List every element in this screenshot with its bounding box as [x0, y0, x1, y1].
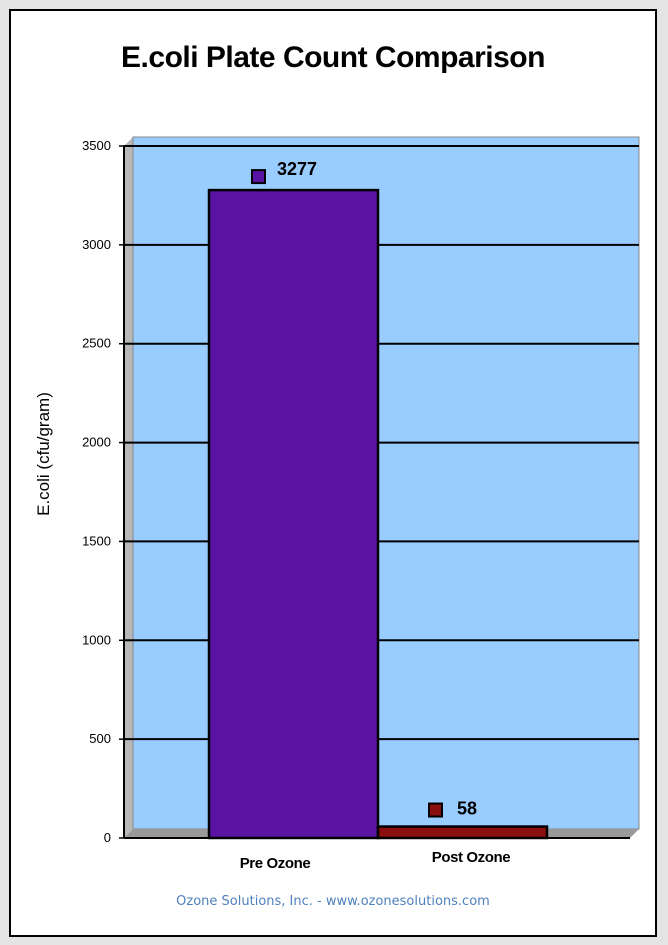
y-tick-label-500: 500	[89, 731, 111, 746]
bar-post-ozone	[376, 825, 549, 840]
x-category-label-1: Post Ozone	[432, 849, 511, 866]
bar-pre-ozone	[207, 188, 380, 840]
x-category-label-0: Pre Ozone	[240, 855, 311, 872]
y-tick-label-3000: 3000	[82, 237, 111, 252]
chart-card: E.coli Plate Count Comparison 0 500 1000 15…	[9, 9, 657, 937]
data-label-1: 58	[457, 799, 477, 819]
y-tick-label-0: 0	[104, 830, 111, 845]
bar-chart: 0 500 1000 1500 2000 2500 3000 3500 3277 58 Pre Oz…	[34, 136, 640, 872]
source-credit: Ozone Solutions, Inc. - www.ozonesolutio…	[176, 894, 490, 909]
y-tick-label-1000: 1000	[82, 632, 111, 647]
chart-title: E.coli Plate Count Comparison	[121, 41, 545, 74]
data-marker-1	[428, 802, 443, 818]
data-label-0: 3277	[277, 159, 317, 179]
y-tick-label-3500: 3500	[82, 138, 111, 153]
y-tick-label-1500: 1500	[82, 533, 111, 548]
y-tick-label-2500: 2500	[82, 336, 111, 351]
y-tick-label-2000: 2000	[82, 435, 111, 450]
data-marker-0	[251, 169, 266, 185]
y-axis-title: E.coli (cfu/gram)	[34, 392, 53, 516]
